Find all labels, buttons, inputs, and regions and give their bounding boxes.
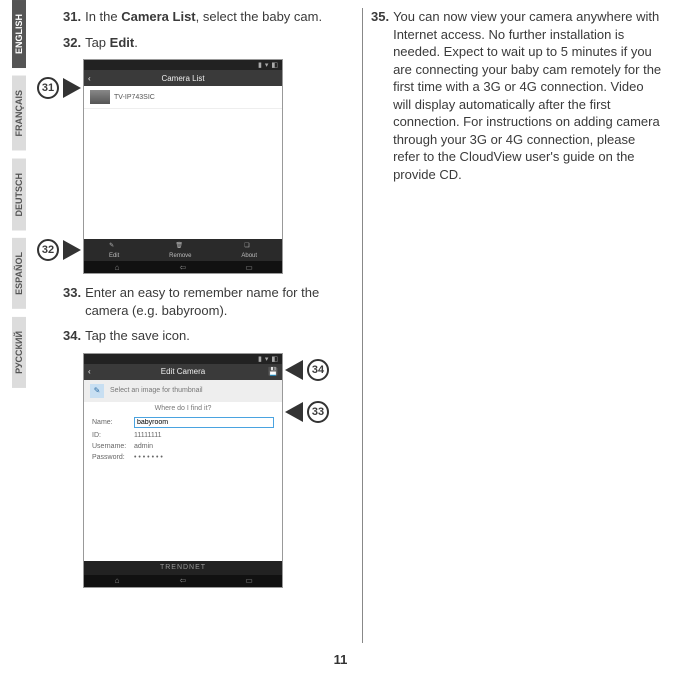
figure-camera-list: 31 32 ▮▾◧ ‹ Camera List TV-IP743SIC ✎Edi… bbox=[83, 59, 283, 274]
password-label: Password: bbox=[92, 454, 134, 461]
screen-header: ‹ Edit Camera 💾 bbox=[84, 364, 282, 380]
screen-header: ‹ Camera List bbox=[84, 70, 282, 86]
toolbar-edit: ✎Edit bbox=[109, 242, 119, 259]
callout-circle: 32 bbox=[37, 239, 59, 261]
toolbar-about: ❏About bbox=[241, 242, 257, 259]
name-input[interactable] bbox=[134, 417, 274, 428]
id-row: ID: 11111111 bbox=[84, 430, 282, 441]
remove-icon: 🗑 bbox=[175, 242, 185, 252]
camera-thumbnail bbox=[90, 90, 110, 104]
language-tab-english[interactable]: ENGLISH bbox=[12, 0, 26, 68]
step-text: You can now view your camera anywhere wi… bbox=[393, 8, 663, 183]
language-tab-français[interactable]: FRANÇAIS bbox=[12, 76, 26, 151]
step-text: Enter an easy to remember name for the c… bbox=[85, 284, 354, 319]
camera-list-item: TV-IP743SIC bbox=[84, 86, 282, 109]
arrow-right-icon bbox=[63, 240, 81, 260]
status-bar: ▮▾◧ bbox=[84, 60, 282, 70]
language-tab-русский[interactable]: РУССКИЙ bbox=[12, 317, 26, 388]
step-34: 34. Tap the save icon. bbox=[63, 327, 354, 345]
save-icon: 💾 bbox=[268, 367, 278, 376]
callout-32: 32 bbox=[37, 239, 81, 261]
page-number: 11 bbox=[0, 652, 681, 667]
step-number: 34. bbox=[63, 327, 81, 345]
username-label: Username: bbox=[92, 443, 134, 450]
callout-circle: 34 bbox=[307, 359, 329, 381]
where-text: Where do I find it? bbox=[84, 402, 282, 415]
password-row: Password: • • • • • • • bbox=[84, 452, 282, 463]
step-number: 32. bbox=[63, 34, 81, 52]
step-number: 33. bbox=[63, 284, 81, 319]
step-text: Tap the save icon. bbox=[85, 327, 354, 345]
brand-bar: TRENDNET bbox=[84, 561, 282, 575]
edit-icon: ✎ bbox=[109, 242, 119, 252]
id-label: ID: bbox=[92, 432, 134, 439]
arrow-right-icon bbox=[63, 78, 81, 98]
password-value: • • • • • • • bbox=[134, 454, 274, 461]
language-tab-deutsch[interactable]: DEUTSCH bbox=[12, 159, 26, 231]
header-title: Edit Camera bbox=[161, 367, 205, 376]
step-number: 31. bbox=[63, 8, 81, 26]
callout-33: 33 bbox=[285, 401, 329, 423]
page-content: 31. In the Camera List, select the baby … bbox=[55, 8, 671, 643]
spacer bbox=[84, 109, 282, 239]
back-icon: ‹ bbox=[88, 367, 91, 376]
username-value: admin bbox=[134, 443, 274, 450]
step-32: 32. Tap Edit. bbox=[63, 34, 354, 52]
language-tabs: ENGLISH FRANÇAIS DEUTSCH ESPAÑOL РУССКИЙ bbox=[12, 0, 36, 396]
back-icon: ‹ bbox=[88, 74, 91, 83]
name-label: Name: bbox=[92, 419, 134, 426]
callout-31: 31 bbox=[37, 77, 81, 99]
nav-bar: ⌂⇦▭ bbox=[84, 575, 282, 587]
phone-screenshot-1: ▮▾◧ ‹ Camera List TV-IP743SIC ✎Edit 🗑Remo… bbox=[83, 59, 283, 274]
camera-name: TV-IP743SIC bbox=[114, 94, 155, 101]
arrow-left-icon bbox=[285, 402, 303, 422]
phone-screenshot-2: ▮▾◧ ‹ Edit Camera 💾 ✎ Select an image fo… bbox=[83, 353, 283, 588]
step-text: Tap Edit. bbox=[85, 34, 354, 52]
header-title: Camera List bbox=[161, 74, 204, 83]
id-value: 11111111 bbox=[134, 432, 274, 439]
step-31: 31. In the Camera List, select the baby … bbox=[63, 8, 354, 26]
callout-circle: 31 bbox=[37, 77, 59, 99]
nav-bar: ⌂⇦▭ bbox=[84, 261, 282, 273]
step-number: 35. bbox=[371, 8, 389, 183]
pencil-icon: ✎ bbox=[90, 384, 104, 398]
username-row: Username: admin bbox=[84, 441, 282, 452]
about-icon: ❏ bbox=[244, 242, 254, 252]
callout-circle: 33 bbox=[307, 401, 329, 423]
select-thumbnail-text: Select an image for thumbnail bbox=[110, 387, 203, 394]
right-column: 35. You can now view your camera anywher… bbox=[363, 8, 671, 643]
arrow-left-icon bbox=[285, 360, 303, 380]
language-tab-español[interactable]: ESPAÑOL bbox=[12, 238, 26, 309]
step-35: 35. You can now view your camera anywher… bbox=[371, 8, 663, 183]
step-text: In the Camera List, select the baby cam. bbox=[85, 8, 354, 26]
name-row: Name: bbox=[84, 415, 282, 430]
callout-34: 34 bbox=[285, 359, 329, 381]
status-bar: ▮▾◧ bbox=[84, 354, 282, 364]
toolbar-remove: 🗑Remove bbox=[169, 242, 191, 259]
step-33: 33. Enter an easy to remember name for t… bbox=[63, 284, 354, 319]
spacer bbox=[84, 463, 282, 561]
figure-edit-camera: 34 33 ▮▾◧ ‹ Edit Camera 💾 ✎ Select an im… bbox=[83, 353, 283, 588]
thumbnail-select-row: ✎ Select an image for thumbnail bbox=[84, 380, 282, 402]
left-column: 31. In the Camera List, select the baby … bbox=[55, 8, 363, 643]
bottom-toolbar: ✎Edit 🗑Remove ❏About bbox=[84, 239, 282, 261]
